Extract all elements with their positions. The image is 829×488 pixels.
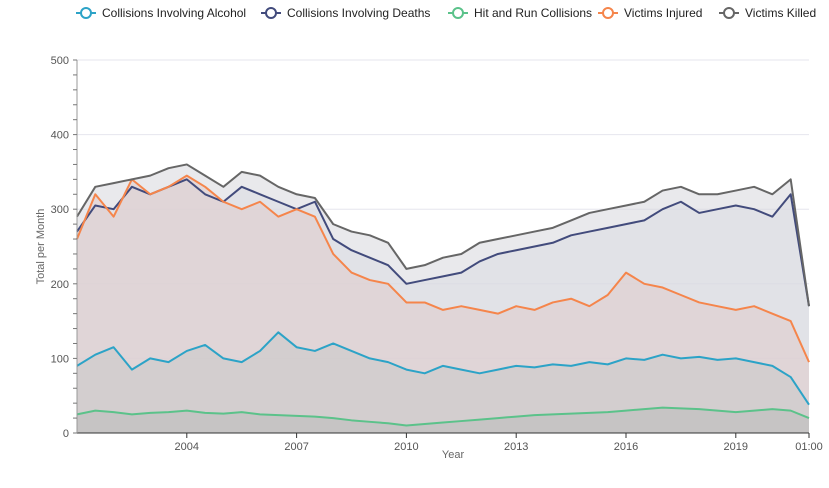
legend-label: Collisions Involving Deaths: [287, 6, 430, 20]
x-ticks: 2004 2007 2010 2013 2016 2019 01:00: [175, 433, 823, 453]
legend-marker-icon: [723, 7, 735, 19]
legend-item[interactable]: Collisions Involving Alcohol: [76, 6, 246, 20]
x-tick-label: 2016: [614, 441, 638, 453]
y-tick-label: 200: [51, 279, 69, 291]
area-hit-and-run-collisions: [77, 407, 809, 433]
y-tick-label: 500: [51, 55, 69, 67]
legend-label: Collisions Involving Alcohol: [102, 6, 246, 20]
legend-marker-icon: [602, 7, 614, 19]
y-tick-label: 100: [51, 353, 69, 365]
area-collisions-involving-alcohol: [77, 332, 809, 433]
legend-marker-icon: [265, 7, 277, 19]
axes: [76, 60, 809, 434]
x-tick-label: 01:00: [795, 441, 823, 453]
legend: Collisions Involving Alcohol Collisions I…: [76, 6, 816, 20]
x-tick-label: 2013: [504, 441, 528, 453]
x-tick-label: 2010: [394, 441, 418, 453]
x-tick-label: 2004: [175, 441, 199, 453]
series-lines: [76, 163, 810, 427]
x-tick-label: 2019: [724, 441, 748, 453]
x-axis-title: Year: [442, 449, 465, 461]
y-tick-label: 0: [63, 428, 69, 440]
legend-marker-icon: [80, 7, 92, 19]
x-tick-label: 2007: [284, 441, 308, 453]
legend-item[interactable]: Victims Injured: [598, 6, 702, 20]
legend-label: Victims Injured: [624, 6, 702, 20]
series-areas: [77, 164, 809, 433]
series-line-collisions-involving-deaths: [76, 178, 810, 307]
legend-label: Hit and Run Collisions: [474, 6, 592, 20]
series-line-hit-and-run-collisions: [76, 406, 810, 427]
series-line-victims-killed: [76, 163, 810, 307]
legend-item[interactable]: Hit and Run Collisions: [448, 6, 592, 20]
legend-item[interactable]: Victims Killed: [719, 6, 816, 20]
y-ticks: 0 100 200 300 400 500: [51, 55, 77, 440]
y-tick-label: 300: [51, 204, 69, 216]
legend-marker-icon: [452, 7, 464, 19]
legend-label: Victims Killed: [745, 6, 816, 20]
legend-item[interactable]: Collisions Involving Deaths: [261, 6, 430, 20]
series-line-collisions-involving-alcohol: [76, 331, 810, 406]
series-line-victims-injured: [76, 174, 810, 363]
y-axis-title: Total per Month: [35, 209, 47, 285]
y-tick-label: 400: [51, 130, 69, 142]
